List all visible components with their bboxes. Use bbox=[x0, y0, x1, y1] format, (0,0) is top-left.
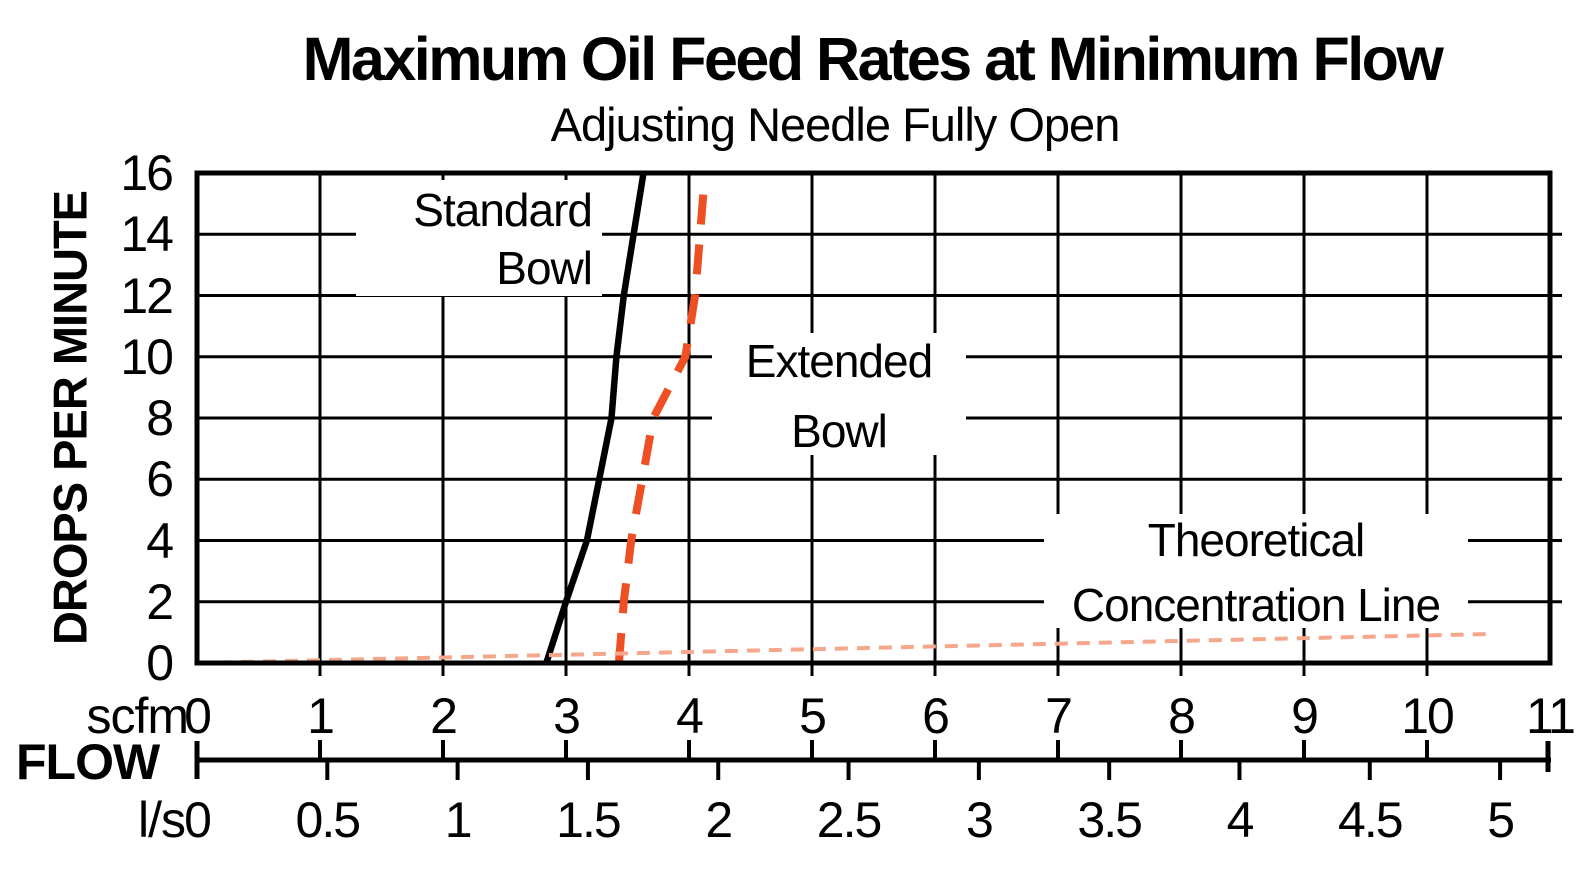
ls-tick-label: 2.5 bbox=[816, 792, 883, 848]
scfm-tick-label: 8 bbox=[1168, 688, 1196, 744]
y-tick-label: 0 bbox=[146, 635, 174, 691]
ls-tick-label: 0 bbox=[184, 792, 212, 848]
scfm-tick-label: 3 bbox=[553, 688, 581, 744]
series-curve-standard-bowl bbox=[543, 172, 647, 664]
y-tick-label: 2 bbox=[146, 573, 174, 630]
y-tick-label: 14 bbox=[120, 206, 174, 263]
extended-bowl-series-label: Extended Bowl bbox=[712, 333, 966, 455]
standard-bowl-label-line1: Standard bbox=[413, 184, 593, 236]
standard-bowl-label-line2: Bowl bbox=[496, 242, 593, 294]
standard-bowl-series-label: Standard Bowl bbox=[356, 180, 602, 296]
plot-border bbox=[194, 170, 1553, 666]
scfm-tick-label: 9 bbox=[1291, 688, 1319, 744]
scfm-tick-label: 4 bbox=[676, 688, 704, 744]
y-tick-label: 10 bbox=[120, 328, 174, 385]
flow-axis bbox=[194, 740, 1551, 780]
scfm-tick-label: 7 bbox=[1045, 688, 1073, 744]
y-tick-label: 8 bbox=[146, 390, 174, 446]
ls-tick-label: 3.5 bbox=[1077, 792, 1143, 848]
data-series-curves bbox=[196, 172, 1495, 665]
theoretical-label-line2: Concentration Line bbox=[1071, 579, 1441, 631]
series-curve-theoretical-concentration-line bbox=[196, 631, 1495, 665]
scfm-tick-label: 11 bbox=[1526, 688, 1576, 744]
series-curve-extended-bowl bbox=[614, 172, 709, 664]
scfm-tick-label: 6 bbox=[922, 688, 950, 744]
scfm-tick-label: 2 bbox=[430, 688, 458, 744]
scfm-tick-label: 1 bbox=[307, 688, 335, 744]
ls-tick-label: 4 bbox=[1226, 792, 1255, 848]
scfm-tick-label: 10 bbox=[1401, 688, 1455, 744]
plot-border-rect bbox=[194, 170, 1553, 666]
ls-unit-label: l/s bbox=[138, 792, 186, 848]
flow-axis-label: FLOW bbox=[16, 734, 160, 790]
scfm-tick-label: 5 bbox=[799, 688, 827, 744]
ls-tick-label: 0.5 bbox=[295, 792, 362, 848]
extended-bowl-label-line2: Bowl bbox=[791, 405, 888, 457]
scfm-tick-label: 0 bbox=[184, 688, 212, 744]
ls-tick-label: 4.5 bbox=[1338, 792, 1404, 848]
y-tick-label: 4 bbox=[146, 512, 174, 569]
y-tick-label: 12 bbox=[120, 267, 174, 324]
chart-subtitle: Adjusting Needle Fully Open bbox=[550, 98, 1121, 151]
ls-tick-label: 3 bbox=[965, 792, 994, 848]
extended-bowl-label-line1: Extended bbox=[745, 335, 933, 387]
chart-title: Maximum Oil Feed Rates at Minimum Flow bbox=[302, 25, 1444, 93]
y-tick-label: 6 bbox=[146, 451, 174, 508]
y-tick-label: 16 bbox=[120, 145, 174, 201]
ls-tick-label: 1.5 bbox=[556, 792, 622, 848]
scfm-unit-label: scfm bbox=[86, 688, 189, 744]
ls-tick-label: 5 bbox=[1487, 792, 1515, 848]
ls-tick-label: 2 bbox=[705, 792, 733, 848]
theoretical-line-series-label: Theoretical Concentration Line bbox=[1044, 514, 1468, 631]
ls-tick-label: 1 bbox=[444, 792, 473, 848]
theoretical-label-line1: Theoretical bbox=[1147, 514, 1366, 566]
